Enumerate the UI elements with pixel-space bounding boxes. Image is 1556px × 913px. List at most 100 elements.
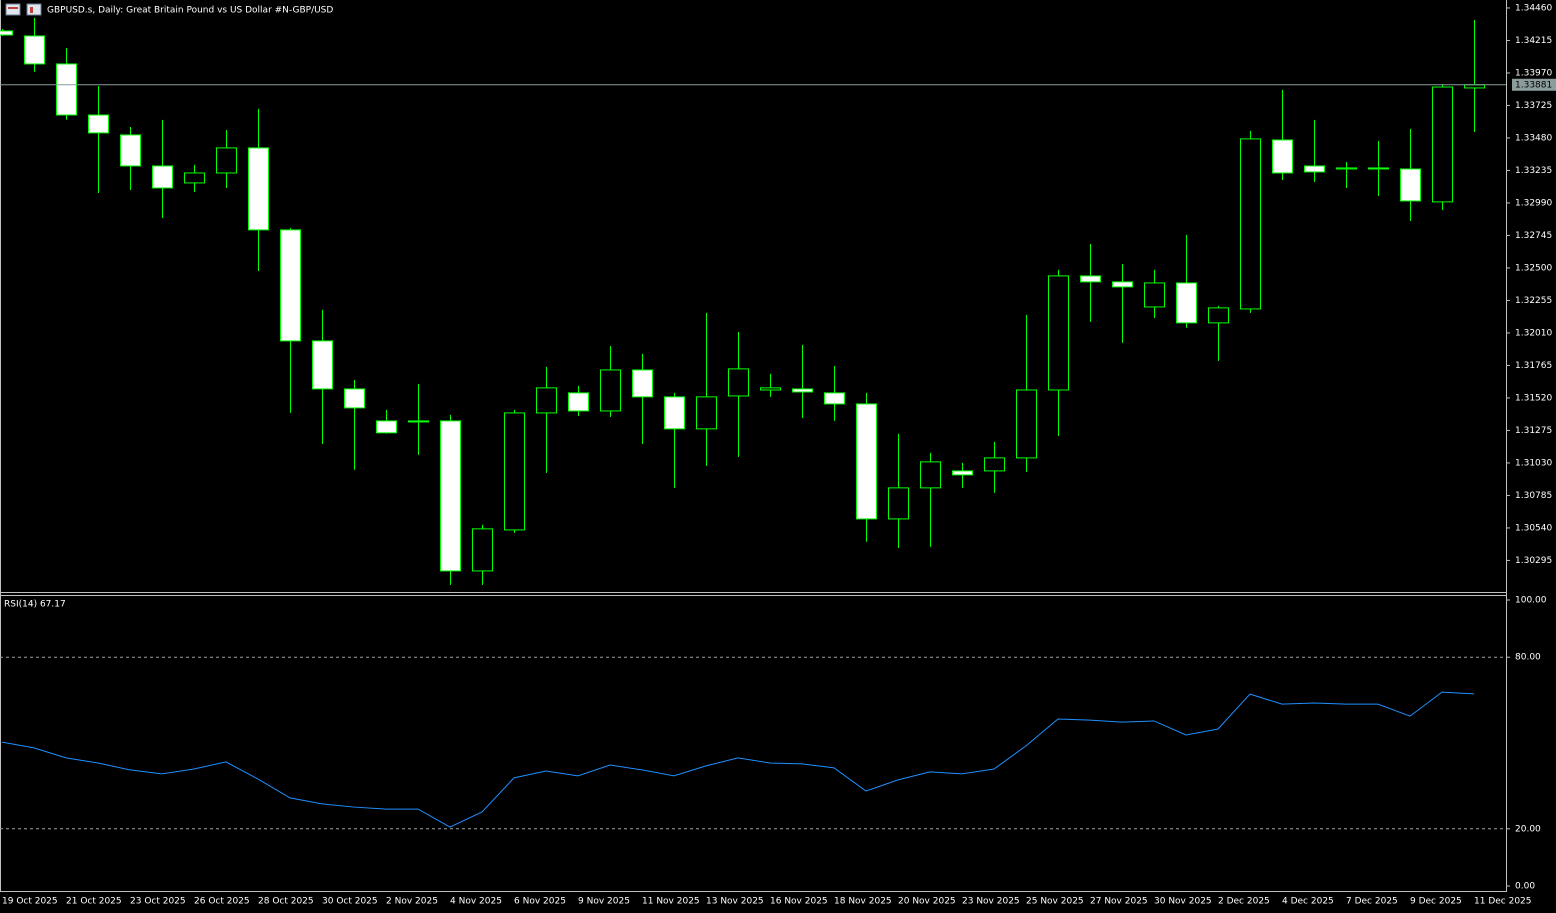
y-tick-label: 1.30540: [1515, 523, 1552, 533]
y-tick-label: 1.30295: [1515, 556, 1552, 566]
x-tick-label: 25 Nov 2025: [1026, 897, 1084, 907]
candle-body: [888, 487, 909, 520]
x-tick-label: 9 Dec 2025: [1410, 897, 1462, 907]
y-tick-label: 1.31275: [1515, 426, 1552, 436]
x-tick-label: 23 Oct 2025: [130, 897, 186, 907]
x-tick-label: 7 Dec 2025: [1346, 897, 1398, 907]
last-price-label: 1.33881: [1515, 80, 1552, 90]
chart-title: GBPUSD.s, Daily: Great Britain Pound vs …: [47, 6, 333, 16]
candle-body: [984, 457, 1005, 472]
toolbar-icons: [5, 3, 42, 16]
x-tick-label: 30 Nov 2025: [1154, 897, 1212, 907]
candle-body: [568, 392, 589, 412]
y-tick-label: 1.31030: [1515, 458, 1552, 468]
candle-body: [760, 387, 781, 391]
icon: [5, 3, 21, 16]
candle-body: [1080, 275, 1101, 283]
candle-body: [1368, 167, 1389, 170]
icon: [26, 3, 42, 16]
candle-body: [1240, 138, 1261, 310]
y-tick-label: 1.31765: [1515, 361, 1552, 371]
x-tick-label: 4 Dec 2025: [1282, 897, 1334, 907]
x-tick-label: 21 Oct 2025: [66, 897, 122, 907]
x-tick-label: 13 Nov 2025: [706, 897, 764, 907]
x-tick-label: 11 Nov 2025: [642, 897, 700, 907]
candle-body: [728, 368, 749, 397]
candle-body: [1112, 281, 1133, 288]
candle-body: [1144, 282, 1165, 308]
candle-body: [0, 30, 13, 36]
x-tick-label: 20 Nov 2025: [898, 897, 956, 907]
candle-body: [24, 35, 45, 65]
candle-body: [1176, 282, 1197, 324]
y-tick-label: 1.33480: [1515, 133, 1552, 143]
x-tick-label: 6 Nov 2025: [514, 897, 566, 907]
x-tick-label: 11 Dec 2025: [1474, 897, 1532, 907]
candle-body: [1048, 275, 1069, 391]
candle-body: [376, 420, 397, 434]
x-tick-label: 16 Nov 2025: [770, 897, 828, 907]
candle-body: [792, 388, 813, 393]
candle-body: [472, 528, 493, 572]
candle-body: [632, 369, 653, 398]
x-tick-label: 9 Nov 2025: [578, 897, 630, 907]
y-tick-label: 1.30785: [1515, 491, 1552, 501]
rsi-line: [1, 691, 1475, 828]
candle-body: [952, 470, 973, 476]
y-tick-label: 1.32990: [1515, 198, 1552, 208]
candle-body: [152, 165, 173, 189]
y-tick-label: 1.33725: [1515, 101, 1552, 111]
candle-body: [1400, 168, 1421, 202]
y-tick-label: 1.32745: [1515, 231, 1552, 241]
y-tick-label: 80.00: [1515, 653, 1541, 663]
x-tick-label: 4 Nov 2025: [450, 897, 502, 907]
candle-body: [664, 396, 685, 430]
candle-body: [504, 412, 525, 531]
x-tick-label: 19 Oct 2025: [2, 897, 58, 907]
candle-body: [824, 392, 845, 405]
y-tick-label: 1.34460: [1515, 3, 1552, 13]
candle-body: [312, 340, 333, 390]
icon: [8, 7, 18, 9]
x-tick-label: 18 Nov 2025: [834, 897, 892, 907]
x-tick-label: 26 Oct 2025: [194, 897, 250, 907]
x-tick-label: 28 Oct 2025: [258, 897, 314, 907]
x-tick-label: 23 Nov 2025: [962, 897, 1020, 907]
y-tick-label: 0.00: [1515, 881, 1535, 891]
candle-body: [120, 134, 141, 167]
candle-body: [344, 388, 365, 409]
y-tick-label: 1.34215: [1515, 36, 1552, 46]
candle-body: [248, 147, 269, 231]
x-tick-label: 30 Oct 2025: [322, 897, 378, 907]
y-tick-label: 1.31520: [1515, 393, 1552, 403]
y-tick-label: 1.32010: [1515, 328, 1552, 338]
candle-body: [1432, 86, 1453, 203]
candle-body: [696, 396, 717, 430]
candle-body: [88, 114, 109, 134]
candle-body: [856, 403, 877, 520]
candle-body: [536, 387, 557, 414]
candle-body: [408, 420, 429, 423]
candle-body: [600, 369, 621, 412]
candle-body: [184, 172, 205, 184]
y-tick-label: 1.33235: [1515, 166, 1552, 176]
candle-body: [56, 63, 77, 116]
indicator-title: RSI(14) 67.17: [4, 600, 66, 610]
y-tick-label: 100.00: [1515, 596, 1547, 606]
x-tick-label: 2 Dec 2025: [1218, 897, 1270, 907]
icon: [30, 7, 33, 13]
candle-body: [280, 229, 301, 342]
y-tick-label: 1.32255: [1515, 296, 1552, 306]
y-tick-label: 1.33970: [1515, 68, 1552, 78]
candle-body: [440, 420, 461, 572]
candle-body: [1272, 139, 1293, 174]
y-tick-label: 20.00: [1515, 824, 1541, 834]
last-price-box: [1512, 78, 1556, 91]
candle-body: [1336, 167, 1357, 170]
candle-body: [1016, 389, 1037, 459]
frame: [0, 0, 1507, 892]
x-tick-label: 27 Nov 2025: [1090, 897, 1148, 907]
